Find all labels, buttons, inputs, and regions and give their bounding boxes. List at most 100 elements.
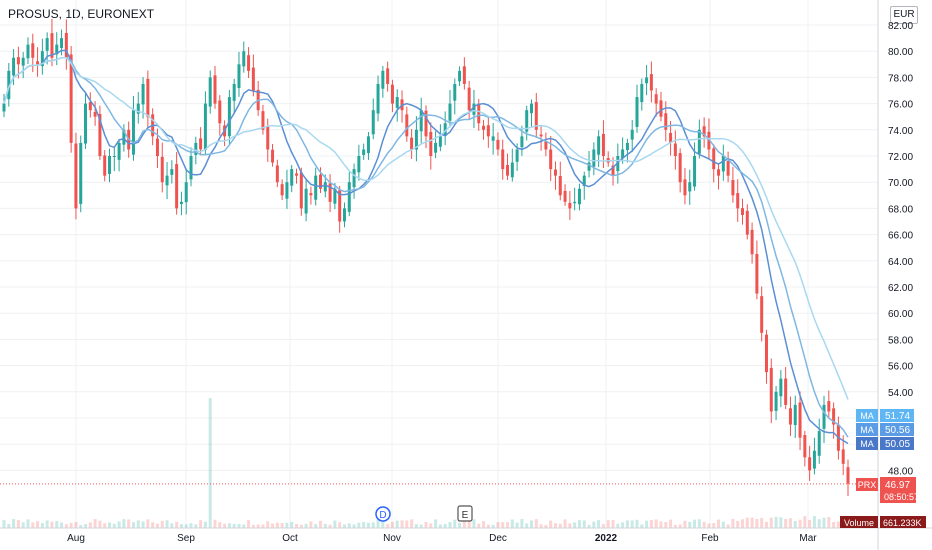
volume-bar bbox=[477, 523, 481, 528]
candle-body bbox=[486, 125, 490, 137]
volume-bar bbox=[736, 520, 740, 528]
y-tick-label: 56.00 bbox=[888, 362, 913, 373]
candle-body bbox=[530, 103, 533, 114]
volume-bar bbox=[98, 520, 102, 528]
ma-line-mid bbox=[3, 57, 849, 438]
y-tick-label: 74.00 bbox=[888, 126, 913, 137]
candle-body bbox=[712, 148, 716, 170]
y-tick-label: 72.00 bbox=[888, 152, 913, 163]
candle-body bbox=[812, 450, 816, 469]
candle-body bbox=[822, 404, 826, 429]
volume-bar bbox=[170, 523, 174, 528]
volume-bar bbox=[84, 524, 88, 528]
countdown: 08:50:57 bbox=[884, 492, 919, 502]
candle-body bbox=[635, 97, 639, 127]
volume-bar bbox=[443, 524, 447, 528]
candle-body bbox=[280, 184, 284, 196]
candle-body bbox=[846, 467, 850, 484]
candle-body bbox=[266, 125, 270, 150]
candle-body bbox=[141, 83, 145, 105]
volume-bar bbox=[654, 519, 658, 528]
candle-body bbox=[745, 210, 749, 235]
volume-bar bbox=[309, 521, 313, 528]
candle-body bbox=[577, 188, 581, 205]
volume-bar bbox=[112, 523, 116, 528]
y-tick-label: 54.00 bbox=[888, 388, 913, 399]
volume-bar bbox=[184, 524, 188, 528]
candle-body bbox=[448, 103, 452, 121]
candle-body bbox=[271, 149, 275, 163]
candle-body bbox=[261, 111, 265, 130]
candle-body bbox=[501, 149, 505, 170]
candle-body bbox=[553, 169, 557, 176]
candle-body bbox=[630, 129, 634, 140]
volume-bar bbox=[563, 519, 567, 528]
y-tick-label: 76.00 bbox=[888, 100, 913, 111]
grid bbox=[0, 0, 878, 528]
ma-value-box bbox=[880, 409, 914, 422]
candle-body bbox=[2, 103, 6, 112]
volume-bar bbox=[247, 520, 251, 528]
volume-bar bbox=[693, 519, 697, 528]
volume-bar bbox=[362, 522, 366, 528]
candle-body bbox=[203, 103, 207, 150]
volume-bar bbox=[16, 520, 20, 528]
candle-body bbox=[232, 83, 236, 101]
volume-bar bbox=[621, 522, 625, 528]
ma-tag bbox=[856, 437, 878, 450]
candle-body bbox=[688, 182, 692, 192]
candle-body bbox=[539, 134, 543, 137]
candle-body bbox=[31, 43, 35, 58]
candle-body bbox=[117, 142, 121, 160]
candle-body bbox=[247, 55, 251, 71]
volume-bar bbox=[798, 519, 802, 528]
volume-bar bbox=[553, 523, 557, 528]
candle-body bbox=[491, 136, 495, 141]
volume-bar bbox=[342, 524, 346, 528]
volume-bar bbox=[131, 522, 135, 528]
volume-bar bbox=[299, 524, 303, 528]
candle-body bbox=[165, 175, 169, 186]
volume-bar bbox=[635, 519, 639, 528]
candle-body bbox=[352, 169, 356, 188]
candle-body bbox=[333, 188, 337, 204]
volume-bar bbox=[525, 523, 529, 528]
volume-bar bbox=[251, 524, 255, 528]
volume-bar bbox=[587, 524, 591, 528]
candle-body bbox=[453, 83, 457, 101]
candle-body bbox=[390, 84, 394, 104]
volume-bar bbox=[2, 520, 6, 528]
candle-body bbox=[649, 74, 653, 91]
candle-body bbox=[319, 174, 322, 189]
candle-body bbox=[386, 68, 390, 84]
candles bbox=[2, 18, 850, 497]
candle-body bbox=[347, 182, 351, 212]
candle-body bbox=[371, 110, 375, 135]
volume-bar bbox=[462, 521, 466, 528]
volume-bar bbox=[352, 524, 356, 528]
candle-body bbox=[218, 100, 222, 124]
volume-bar bbox=[558, 523, 562, 528]
candle-body bbox=[808, 457, 812, 471]
candle-body bbox=[199, 138, 203, 150]
candle-body bbox=[506, 164, 510, 176]
volume-bar bbox=[673, 524, 677, 528]
candle-body bbox=[237, 64, 241, 88]
candle-body bbox=[338, 190, 342, 222]
candle-body bbox=[438, 136, 442, 147]
volume-bar bbox=[769, 517, 773, 528]
currency-button[interactable]: EUR bbox=[890, 6, 918, 24]
candle-body bbox=[741, 208, 744, 215]
volume-bar bbox=[237, 523, 241, 528]
volume-bar bbox=[491, 524, 495, 528]
candle-body bbox=[79, 142, 83, 204]
volume-bar bbox=[616, 523, 620, 528]
candle-body bbox=[108, 156, 111, 174]
volume-bar bbox=[429, 523, 433, 528]
candle-body bbox=[395, 97, 399, 108]
ma-value-box bbox=[880, 437, 914, 450]
volume-bar bbox=[669, 519, 673, 528]
candle-body bbox=[482, 125, 486, 130]
